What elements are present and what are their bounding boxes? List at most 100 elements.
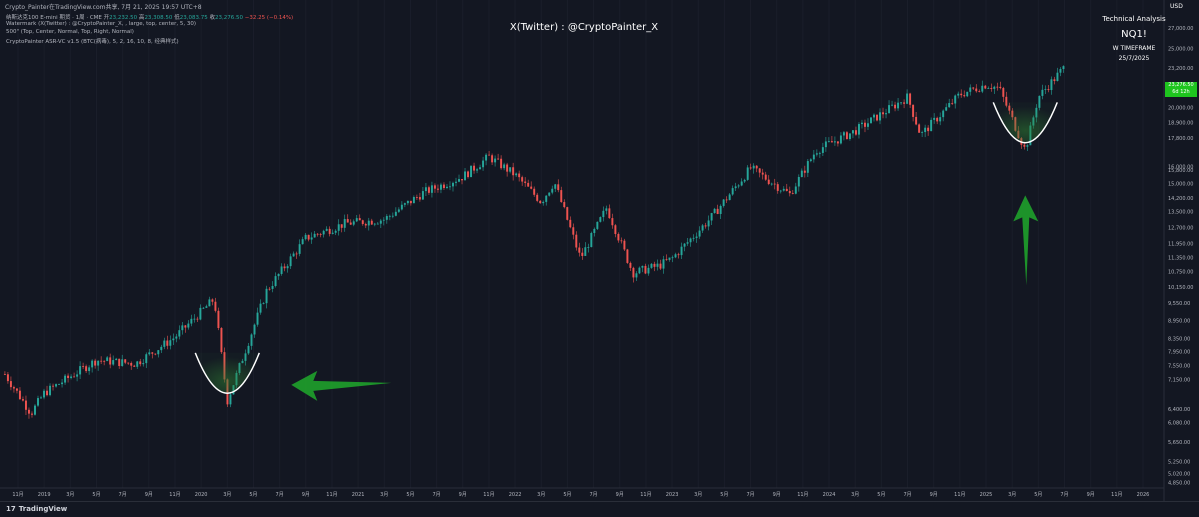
time-tick-label: 2019: [38, 492, 51, 498]
candle-body: [346, 219, 349, 223]
candle-body: [40, 397, 42, 399]
tradingview-brand: TradingView: [18, 505, 68, 513]
candle-body: [680, 246, 683, 256]
candle-body: [452, 182, 454, 187]
indicator-table-line[interactable]: 500" (Top, Center, Normal, Top, Right, N…: [6, 29, 134, 35]
candle-body: [214, 301, 217, 311]
candle-body: [202, 307, 205, 309]
candle-body: [449, 186, 451, 188]
candle-body: [262, 303, 265, 304]
candle-body: [957, 93, 960, 96]
symbol-info-line[interactable]: 纳斯达克100 E-mini 期货 · 1周 · CME 开23,232.50 …: [6, 13, 293, 21]
candle-body: [175, 336, 178, 339]
candle-body: [52, 385, 55, 387]
currency-label[interactable]: USD: [1170, 3, 1183, 10]
candle-body: [446, 186, 448, 189]
technical-analysis-box: Technical Analysis NQ1! W TIMEFRAME 25/7…: [1100, 15, 1168, 62]
candle-body: [61, 382, 64, 385]
candle-body: [421, 191, 424, 200]
candle-body: [196, 318, 199, 320]
candle-body: [403, 203, 406, 205]
candle-body: [560, 190, 563, 203]
candle-body: [876, 114, 878, 121]
candle-body: [842, 132, 845, 136]
indicator-watermark-line[interactable]: Watermark (X(Twitter) : @CryptoPainter_X…: [6, 21, 196, 27]
candle-body: [912, 104, 915, 117]
candle-body: [527, 182, 530, 187]
candle-body: [49, 385, 52, 396]
candle-body: [524, 181, 527, 183]
candle-body: [424, 187, 427, 192]
candle-body: [337, 224, 340, 231]
price-tick-label: 18,900.00: [1168, 120, 1193, 126]
candle-body: [638, 267, 641, 274]
candle-body: [94, 360, 97, 366]
time-tick-label: 7月: [433, 492, 441, 498]
candle-body: [250, 334, 253, 346]
candle-body: [839, 135, 842, 144]
candle-body: [136, 361, 139, 367]
candle-body: [115, 358, 118, 361]
candle-body: [217, 310, 220, 329]
candle-body: [812, 154, 815, 160]
last-price-value: 23,276.50: [1168, 82, 1194, 88]
price-tick-label: 8,950.00: [1168, 318, 1190, 324]
candle-body: [752, 165, 755, 169]
candle-body: [1026, 145, 1029, 147]
candle-body: [169, 340, 172, 346]
time-axis[interactable]: 11月 2019 3月 5月 7月 9月 11月 2020 3月 5月 7月 9月 11月 2021 3月 5…: [12, 492, 1149, 498]
candle-body: [325, 228, 328, 231]
candle-body: [659, 263, 662, 269]
indicator-asr-line[interactable]: CryptoPainter ASR-VC v1.5 (BTC(病毒), 5, 2…: [6, 39, 179, 45]
candle-body: [572, 227, 575, 235]
time-tick-label: 7月: [276, 492, 284, 498]
candle-body: [791, 193, 794, 194]
candle-body: [82, 366, 85, 367]
candle-body: [464, 171, 467, 181]
candle-body: [584, 247, 587, 256]
candle-body: [67, 375, 70, 379]
candle-body: [984, 85, 987, 89]
candle-body: [617, 233, 620, 241]
time-tick-label: 9月: [1087, 492, 1095, 498]
candle-body: [373, 223, 376, 225]
candle-body: [6, 374, 9, 382]
close-label: 收: [209, 15, 215, 21]
candle-body: [370, 220, 373, 225]
candle-body: [972, 87, 975, 89]
candle-body: [981, 85, 984, 92]
time-tick-label: 3月: [66, 492, 74, 498]
candle-body: [271, 285, 274, 289]
candle-body: [851, 130, 854, 134]
candle-body: [894, 104, 897, 109]
candle-body: [488, 154, 491, 156]
candle-body: [999, 86, 1002, 89]
candle-body: [103, 360, 106, 362]
candle-body: [259, 303, 262, 313]
candle-body: [563, 202, 566, 208]
candle-body: [521, 177, 524, 182]
candle-body: [695, 236, 698, 238]
price-axis[interactable]: 27,000.0025,000.0023,200.0021,500.0020,0…: [1168, 26, 1193, 487]
candle-body: [211, 299, 214, 302]
candle-body: [461, 179, 463, 181]
u-curve: [194, 352, 260, 394]
candle-body: [692, 237, 695, 239]
candle-body: [476, 169, 479, 171]
candle-body: [154, 353, 157, 355]
candle-body: [860, 122, 863, 125]
candle-body: [867, 123, 869, 127]
time-tick-label: 2023: [666, 492, 679, 498]
candle-body: [148, 352, 151, 355]
candle-body: [554, 184, 557, 189]
candle-body: [809, 159, 812, 162]
candle-body: [313, 233, 316, 238]
symbol-name[interactable]: 纳斯达克100 E-mini 期货 · 1周 · CME: [6, 15, 102, 21]
time-tick-label: 11月: [1111, 492, 1122, 498]
price-tick-label: 9,550.00: [1168, 301, 1190, 307]
candle-body: [64, 375, 67, 383]
candle-body: [770, 183, 773, 185]
tradingview-logo[interactable]: 17 TradingView: [6, 505, 67, 513]
candle-body: [400, 204, 403, 210]
